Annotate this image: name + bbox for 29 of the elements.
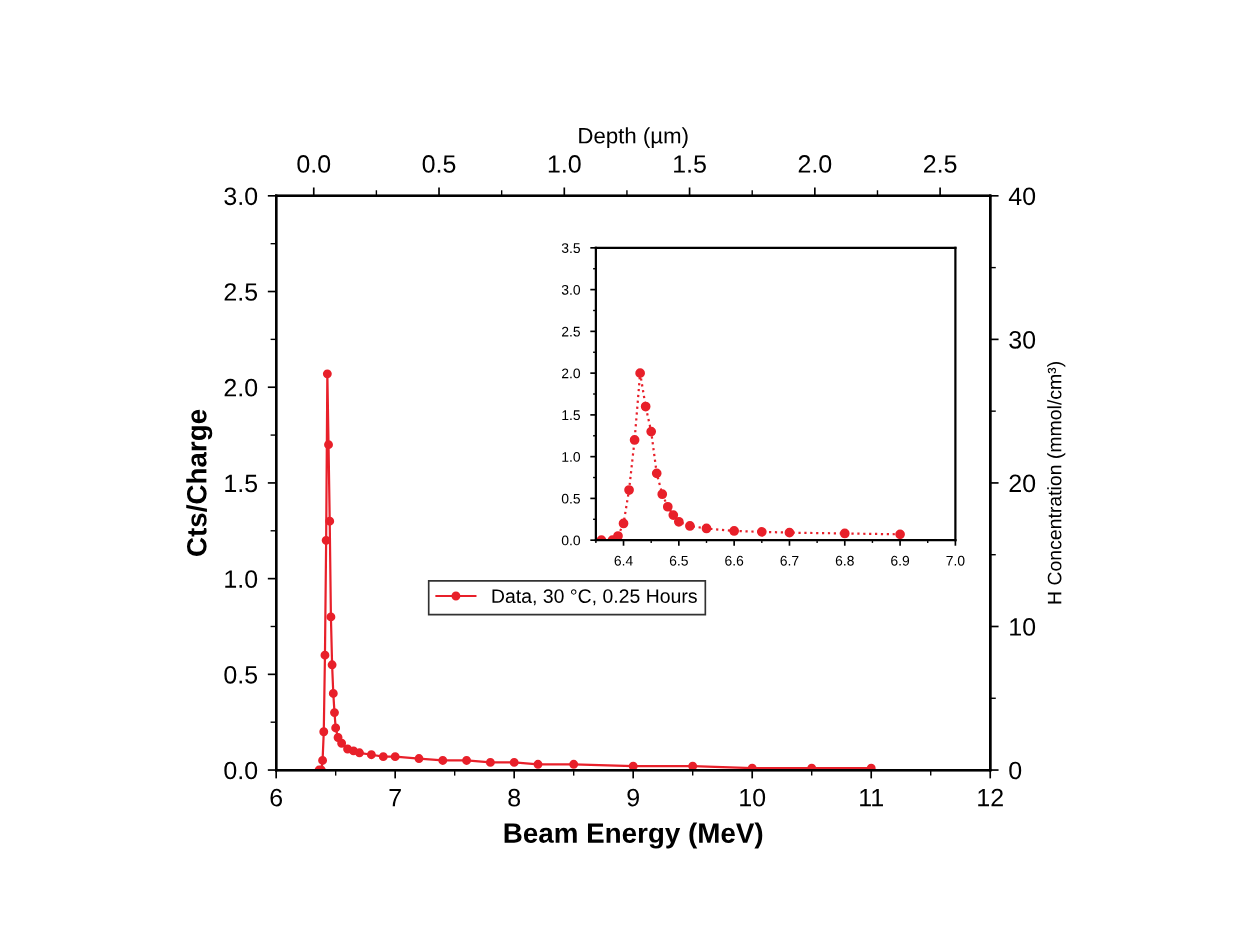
legend-label: Data, 30 °C, 0.25 Hours	[492, 589, 697, 606]
x-tick-label: 11	[860, 789, 883, 807]
y-tick-label: 0.5	[224, 665, 258, 684]
y-axis-title: Cts/Charge	[186, 409, 213, 556]
x-tick-label: 9	[627, 788, 639, 807]
x-axis-title: Beam Energy (MeV)	[504, 822, 763, 849]
y2-tick-label: 40	[1008, 187, 1036, 206]
y2-tick-label: 0	[1009, 761, 1022, 780]
x2-axis-title: Depth (µm)	[579, 127, 688, 148]
y2-axis-title: H Concentration (mmol/cm³)	[1047, 362, 1066, 604]
y-tick-label: 1.5	[225, 474, 258, 493]
x2-tick-label: 2.0	[798, 155, 832, 173]
y-tick-label: 2.0	[224, 378, 258, 397]
y2-tick-label: 30	[1009, 330, 1036, 349]
y2-tick-label: 20	[1009, 474, 1036, 493]
y-tick-label: 2.5	[224, 283, 258, 301]
y-tick-label: 1.0	[225, 570, 258, 588]
x2-tick-label: 0.5	[422, 155, 456, 173]
y2-tick-label: 10	[1010, 618, 1036, 636]
x-tick-label: 8	[508, 788, 521, 807]
y-tick-label: 0.0	[224, 761, 258, 780]
x-tick-label: 12	[978, 788, 1003, 807]
x2-tick-label: 1.5	[674, 155, 706, 173]
x-tick-label: 6	[270, 788, 283, 807]
x-tick-label: 10	[740, 788, 766, 807]
y-tick-label: 3.0	[224, 187, 258, 206]
x2-tick-label: 2.5	[924, 155, 957, 173]
x2-tick-label: 0.0	[297, 155, 331, 173]
x-tick-label: 7	[389, 789, 401, 807]
